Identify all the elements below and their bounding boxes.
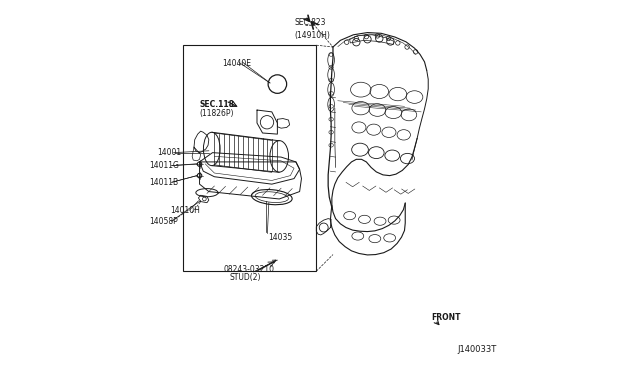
Text: 14040E: 14040E — [222, 59, 251, 68]
Text: SEC.823: SEC.823 — [294, 19, 326, 28]
Text: 14011B: 14011B — [150, 178, 179, 187]
Bar — [183, 45, 316, 271]
Text: 14010H: 14010H — [170, 206, 200, 215]
Text: J140033T: J140033T — [457, 344, 497, 353]
Text: 14035: 14035 — [268, 233, 292, 243]
Text: STUD(2): STUD(2) — [229, 273, 260, 282]
Text: (11826P): (11826P) — [200, 109, 234, 118]
Text: SEC.118: SEC.118 — [200, 100, 234, 109]
Text: 14058P: 14058P — [150, 217, 179, 226]
Text: 14001: 14001 — [157, 148, 181, 157]
Text: 08243-03210: 08243-03210 — [223, 265, 275, 274]
Text: (14910H): (14910H) — [294, 31, 330, 41]
Text: 14011G: 14011G — [150, 161, 179, 170]
Text: FRONT: FRONT — [431, 313, 461, 322]
